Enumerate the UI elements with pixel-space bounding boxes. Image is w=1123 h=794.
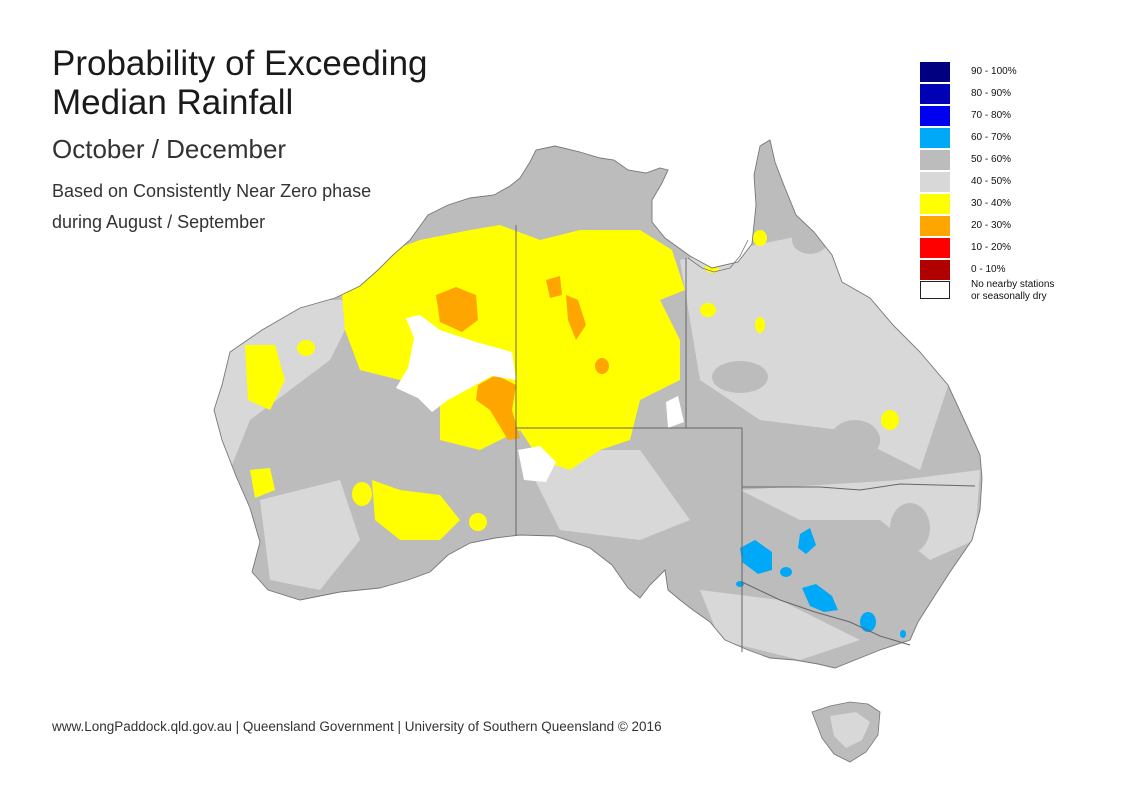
legend-swatch <box>920 62 950 82</box>
legend-swatch <box>920 84 950 104</box>
legend-label: 50 - 60% <box>971 154 1012 165</box>
credits-footer: www.LongPaddock.qld.gov.au | Queensland … <box>52 719 662 734</box>
legend-label: 60 - 70% <box>971 132 1012 143</box>
legend-swatch <box>920 128 950 148</box>
rainfall-probability-layer <box>214 140 982 668</box>
legend-item: 40 - 50% <box>920 171 1100 193</box>
tasmania-inner <box>830 712 870 748</box>
legend-item: 10 - 20% <box>920 237 1100 259</box>
legend-swatch <box>920 216 950 236</box>
legend-item: 70 - 80% <box>920 105 1100 127</box>
legend-item: 30 - 40% <box>920 193 1100 215</box>
phase-line1: Based on Consistently Near Zero phase <box>52 181 372 201</box>
legend-label: 40 - 50% <box>971 176 1012 187</box>
legend-swatch <box>920 194 950 214</box>
gulf-of-carpentaria <box>687 239 749 273</box>
legend-swatch <box>920 150 950 170</box>
legend-label: 90 - 100% <box>971 66 1017 77</box>
legend-swatch <box>920 260 950 280</box>
legend-label: 20 - 30% <box>971 220 1012 231</box>
state-borders <box>515 225 976 652</box>
phase-line2: during August / September <box>52 212 266 232</box>
legend-item: 90 - 100% <box>920 61 1100 83</box>
legend-item: 80 - 90% <box>920 83 1100 105</box>
phase-description: Based on Consistently Near Zero phase du… <box>52 176 371 238</box>
legend-item: 0 - 10% <box>920 259 1100 281</box>
map-title: Probability of Exceeding Median Rainfall <box>52 44 428 122</box>
map-legend: 90 - 100% 80 - 90% 70 - 80% 60 - 70% 50 - 60… <box>920 61 1100 311</box>
legend-label-no-data: No nearby stations or seasonally dry <box>971 279 1054 303</box>
legend-no-data-line2: or seasonally dry <box>971 291 1047 302</box>
map-title-line1: Probability of Exceeding <box>52 44 428 83</box>
forecast-period: October / December <box>52 134 287 164</box>
legend-item: 50 - 60% <box>920 149 1100 171</box>
legend-label: 0 - 10% <box>971 264 1006 275</box>
legend-label: 10 - 20% <box>971 242 1012 253</box>
legend-item: 20 - 30% <box>920 215 1100 237</box>
legend-label: 30 - 40% <box>971 198 1012 209</box>
map-title-line2: Median Rainfall <box>52 83 294 122</box>
legend-item: 60 - 70% <box>920 127 1100 149</box>
legend-no-data-line1: No nearby stations <box>971 279 1055 290</box>
legend-label: 70 - 80% <box>971 110 1012 121</box>
legend-swatch <box>920 106 950 126</box>
legend-swatch-no-data <box>920 281 950 299</box>
legend-item-no-data: No nearby stations or seasonally dry <box>920 279 1100 311</box>
legend-swatch <box>920 238 950 258</box>
legend-swatch <box>920 172 950 192</box>
legend-label: 80 - 90% <box>971 88 1012 99</box>
